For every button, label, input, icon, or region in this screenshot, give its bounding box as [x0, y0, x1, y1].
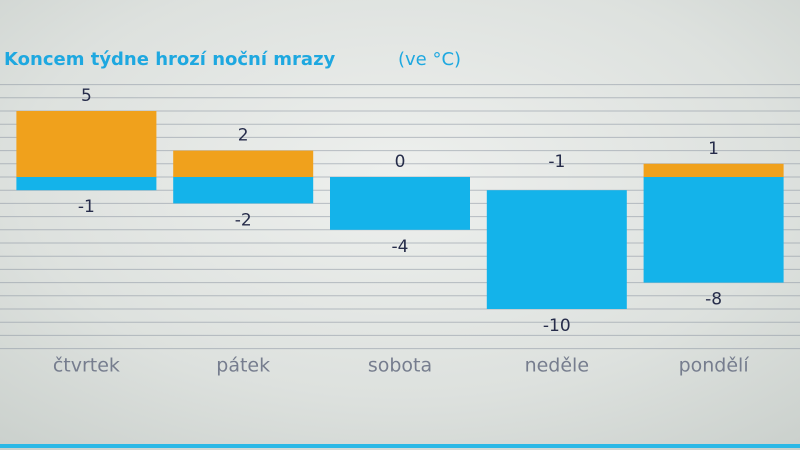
x-tick-label: čtvrtek	[53, 355, 120, 377]
chart-subtitle: (ve °C)	[398, 49, 461, 70]
chart-title: Koncem týdne hrozí noční mrazy	[4, 49, 336, 70]
value-label-min: -1	[78, 197, 95, 217]
value-label-max: -1	[548, 152, 565, 172]
value-label-max: 0	[395, 152, 406, 172]
bar-min	[330, 177, 470, 230]
value-label-min: -4	[392, 237, 409, 257]
value-label-min: -2	[235, 210, 252, 230]
bar-max	[16, 111, 157, 177]
bar-min	[173, 177, 314, 204]
x-tick-label: sobota	[368, 355, 432, 377]
value-label-max: 5	[81, 86, 92, 106]
bar-min	[643, 177, 784, 283]
bar-max	[643, 163, 784, 177]
value-label-min: -8	[705, 290, 722, 310]
bar-min	[486, 190, 627, 309]
x-tick-label: pátek	[216, 355, 270, 377]
value-label-min: -10	[543, 316, 571, 336]
bottom-strip	[0, 444, 800, 448]
value-label-max: 1	[708, 139, 719, 159]
x-tick-label: pondělí	[679, 355, 750, 377]
bar-min	[16, 177, 157, 191]
x-tick-label: neděle	[525, 355, 589, 377]
value-label-max: 2	[238, 126, 249, 146]
bar-max	[173, 150, 314, 177]
